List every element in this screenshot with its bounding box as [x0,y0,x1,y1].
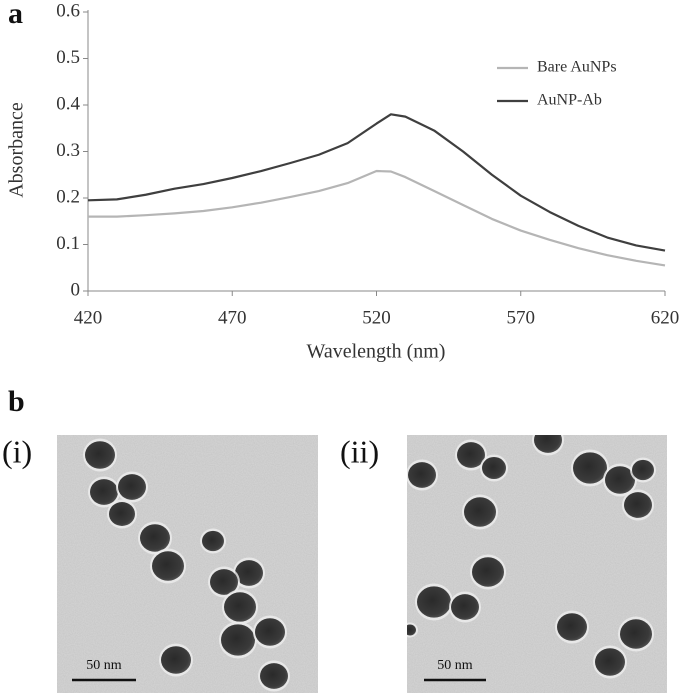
nanoparticle [118,474,146,500]
x-tick-label: 570 [507,307,536,328]
x-axis-title: Wavelength (nm) [307,341,446,363]
scale-bar-label: 50 nm [437,658,473,673]
x-tick-label: 520 [362,307,391,328]
nanoparticle [109,502,135,526]
nanoparticle [224,592,256,622]
nanoparticle [605,466,635,494]
nanoparticle [260,663,288,689]
x-tick-label: 470 [218,307,247,328]
nanoparticle [235,560,263,586]
nanoparticle [557,613,587,641]
nanoparticle [620,619,652,649]
image-label: (i) [2,433,32,469]
nanoparticle [152,551,184,581]
nanoparticle [407,624,416,636]
micrograph [407,435,667,693]
y-tick-label: 0.5 [56,47,80,68]
nanoparticle [482,456,506,480]
nanoparticle [632,459,654,481]
nanoparticle [417,586,451,618]
panel-label: b [8,385,25,418]
micrograph [57,435,318,693]
x-tick-label: 620 [651,307,680,328]
y-tick-label: 0.6 [56,0,80,21]
panel-label: a [8,0,23,30]
tem-image: 50 nm (ii) [340,433,667,693]
nanoparticle [255,618,285,646]
image-label: (ii) [340,433,379,469]
nanoparticle [140,524,170,552]
y-tick-label: 0.3 [56,140,80,161]
nanoparticle [464,497,496,527]
nanoparticle [624,492,652,518]
nanoparticle [85,441,115,469]
nanoparticle [202,530,224,552]
nanoparticle [408,462,436,488]
series-line [87,113,666,252]
nanoparticle [595,648,625,676]
nanoparticle [534,435,562,453]
y-tick-label: 0.2 [56,186,80,207]
y-tick-label: 0.1 [56,233,80,254]
x-tick-label: 420 [74,307,103,328]
scale-bar-label: 50 nm [86,658,122,673]
series-line [88,169,666,267]
nanoparticle [90,479,118,505]
tem-image: 50 nm (i) [2,433,318,693]
legend-label: Bare AuNPs [537,59,617,76]
nanoparticle [573,452,607,484]
nanoparticle [451,594,479,620]
nanoparticle [457,442,485,468]
y-axis-title: Absorbance [6,102,28,198]
legend-label: AuNP-Ab [537,92,602,109]
nanoparticle [161,646,191,674]
nanoparticle [472,557,504,587]
y-tick-label: 0 [71,279,81,300]
y-tick-label: 0.4 [56,93,80,114]
nanoparticle [210,569,238,595]
nanoparticle [221,624,255,656]
